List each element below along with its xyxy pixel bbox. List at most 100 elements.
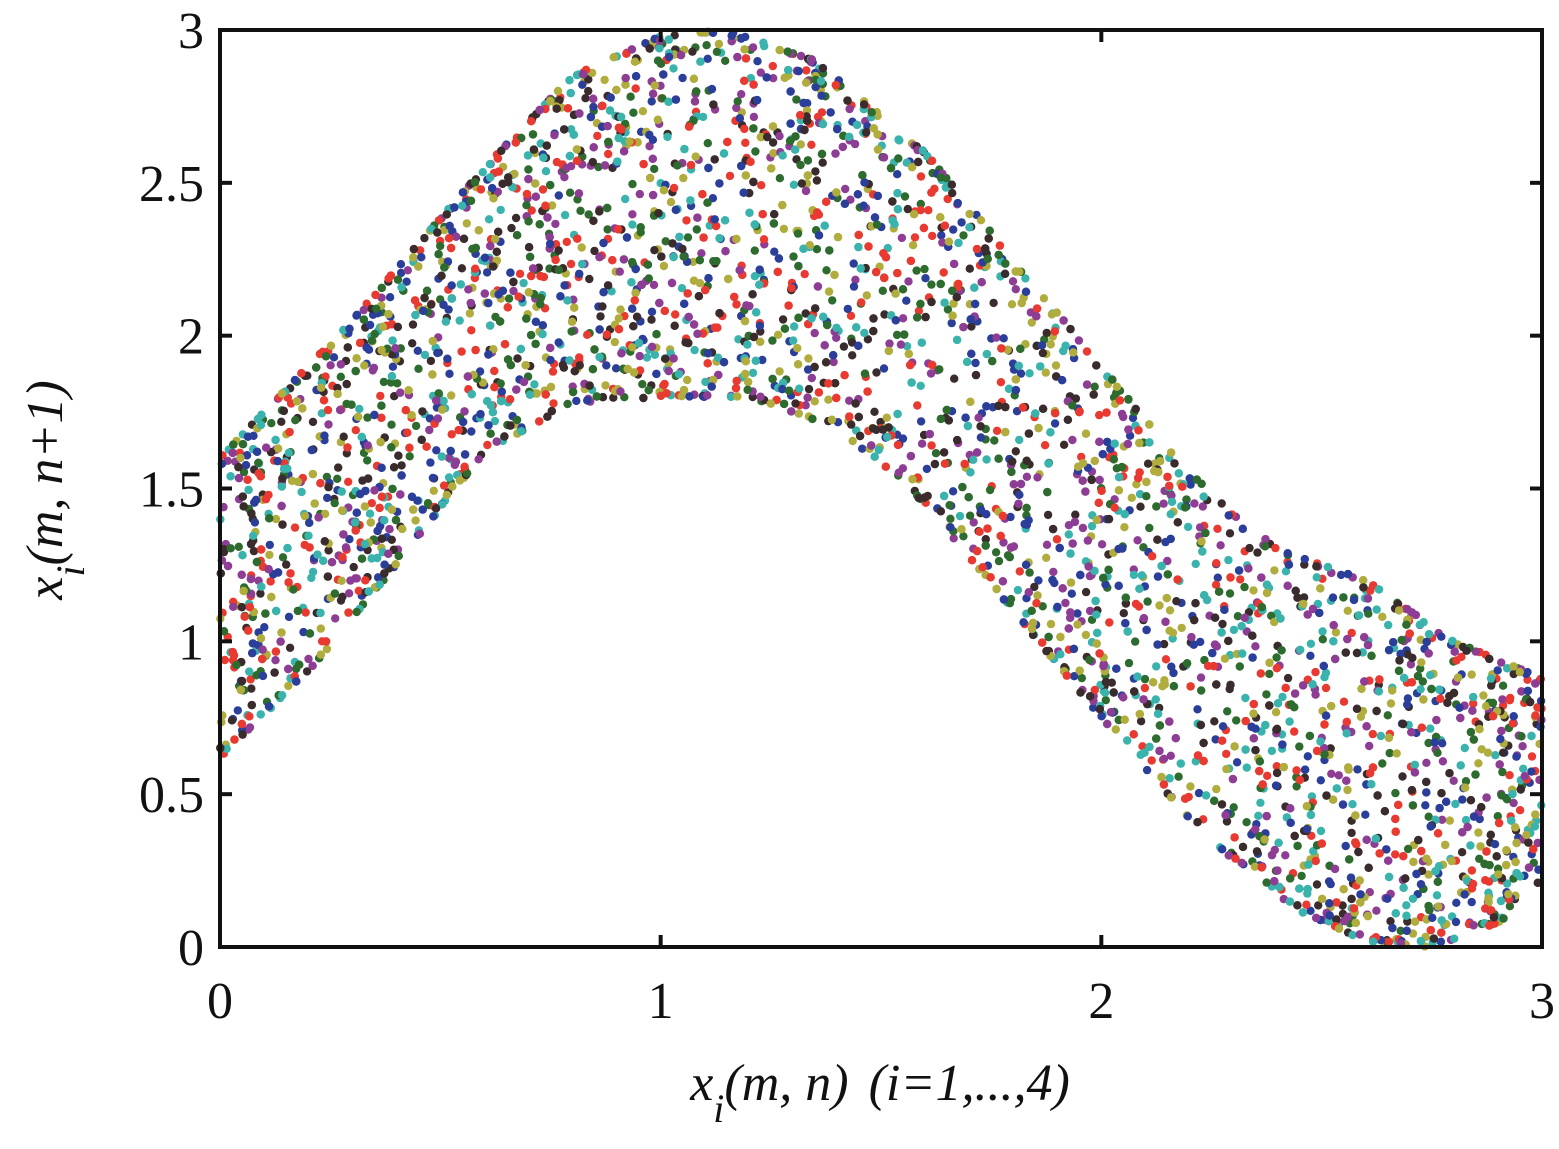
data-point (575, 109, 584, 118)
data-point (957, 525, 966, 534)
data-point (988, 356, 997, 366)
data-point (245, 667, 254, 676)
data-point (1182, 495, 1191, 504)
data-point (505, 395, 515, 404)
data-point (752, 308, 761, 317)
data-point (1161, 617, 1170, 626)
data-point (378, 322, 388, 331)
data-point (1426, 822, 1435, 831)
data-point (1217, 499, 1226, 508)
data-point (1212, 559, 1221, 568)
data-point (331, 614, 340, 623)
data-point (1177, 623, 1186, 633)
data-point (326, 361, 335, 370)
data-point (1136, 717, 1146, 726)
data-point (741, 54, 751, 63)
data-point (535, 220, 544, 229)
data-point (1016, 344, 1025, 353)
data-point (769, 74, 778, 83)
data-point (1271, 708, 1281, 717)
data-point (675, 232, 684, 242)
data-point (867, 441, 876, 450)
data-point (1378, 759, 1387, 768)
data-point (1109, 688, 1118, 697)
data-point (464, 285, 473, 294)
data-point (1436, 937, 1446, 946)
data-point (1272, 653, 1281, 662)
data-point (942, 405, 951, 415)
data-point (1119, 693, 1128, 702)
data-point (408, 339, 417, 348)
data-point (455, 316, 464, 325)
data-point (512, 231, 522, 240)
data-point (1066, 549, 1075, 558)
data-point (1210, 796, 1219, 805)
data-point (1238, 524, 1248, 533)
data-point (299, 627, 308, 637)
data-point (621, 80, 630, 89)
data-point (1445, 816, 1455, 825)
data-point (818, 119, 828, 129)
data-point (804, 384, 814, 394)
data-point (1095, 475, 1104, 485)
data-point (714, 370, 723, 380)
data-point (1222, 817, 1232, 826)
data-point (316, 624, 325, 633)
data-point (554, 191, 563, 200)
data-point (973, 546, 982, 556)
data-point (1461, 815, 1471, 825)
data-point (1342, 729, 1351, 738)
data-point (944, 416, 953, 425)
data-point (1451, 917, 1461, 927)
data-point (377, 413, 386, 422)
data-point (996, 531, 1005, 541)
data-point (784, 65, 793, 75)
data-point (1529, 844, 1538, 854)
data-point (1015, 267, 1024, 276)
data-point (1524, 863, 1534, 872)
data-point (1466, 841, 1475, 850)
data-point (1463, 822, 1472, 832)
data-point (616, 387, 625, 396)
data-point (939, 491, 949, 501)
data-point (343, 343, 352, 352)
data-point (928, 231, 937, 241)
data-point (917, 338, 926, 347)
data-point (485, 159, 495, 169)
data-point (1143, 459, 1153, 468)
data-point (703, 391, 712, 400)
data-point (387, 505, 397, 514)
data-point (1343, 785, 1352, 795)
data-point (939, 268, 948, 277)
data-point (302, 667, 312, 676)
data-point (1402, 911, 1411, 920)
data-point (916, 417, 926, 426)
data-point (1523, 686, 1533, 696)
data-point (1384, 645, 1394, 655)
data-point (1486, 674, 1496, 683)
data-point (966, 315, 975, 324)
data-point (1303, 884, 1312, 894)
data-point (841, 184, 850, 194)
data-point (314, 513, 323, 522)
data-point (1089, 703, 1098, 712)
data-point (277, 482, 286, 491)
data-point (366, 518, 375, 527)
data-point (527, 206, 536, 215)
data-point (623, 364, 632, 374)
data-point (848, 436, 857, 446)
data-point (1064, 530, 1074, 539)
data-point (588, 157, 597, 167)
data-point (360, 361, 369, 370)
data-point (1363, 640, 1373, 650)
data-point (530, 380, 539, 389)
data-point (1354, 847, 1363, 857)
data-point (517, 427, 526, 436)
data-point (916, 381, 925, 390)
data-point (629, 108, 638, 117)
data-point (346, 576, 355, 585)
data-point (1340, 916, 1349, 926)
data-point (1056, 650, 1065, 659)
data-point (643, 260, 653, 269)
data-point (1145, 523, 1154, 533)
